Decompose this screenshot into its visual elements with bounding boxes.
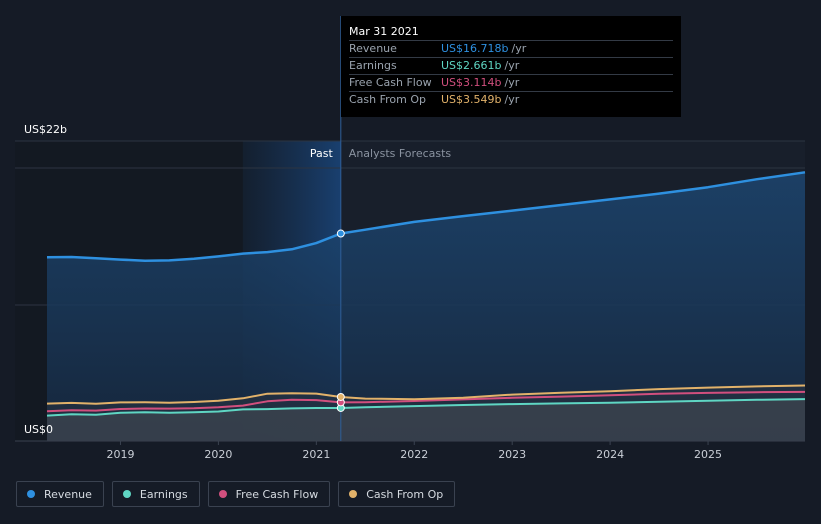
x-tick-label: 2024 — [596, 448, 624, 461]
legend-item-earnings[interactable]: Earnings — [111, 481, 200, 507]
tooltip-value: US$3.114b — [441, 76, 502, 89]
y-axis-top-label: US$22b — [24, 123, 67, 136]
legend-item-revenue[interactable]: Revenue — [16, 481, 104, 507]
tooltip-unit: /yr — [504, 93, 520, 106]
x-tick-label: 2025 — [694, 448, 722, 461]
legend-label: Cash From Op — [366, 487, 444, 501]
revenue-area — [47, 172, 805, 442]
tooltip-row-free-cash-flow: Free Cash Flow US$3.114b /yr — [349, 74, 673, 91]
revenue-line — [46, 171, 806, 262]
tooltip-label: Free Cash Flow — [349, 76, 432, 89]
tooltip-unit: /yr — [504, 76, 520, 89]
x-tick-label: 2022 — [400, 448, 428, 461]
tooltip-date: Mar 31 2021 — [349, 25, 419, 38]
tooltip-value: US$2.661b — [441, 59, 502, 72]
cash-from-op-line — [46, 384, 806, 405]
cash-from-op-marker — [336, 392, 345, 401]
x-tick-label: 2019 — [106, 448, 134, 461]
earnings-area — [47, 399, 805, 441]
legend-dot-icon — [27, 490, 35, 498]
x-tick-label: 2020 — [204, 448, 232, 461]
earnings-line — [46, 398, 806, 417]
tooltip-label: Revenue — [349, 42, 397, 55]
tooltip-unit: /yr — [504, 59, 520, 72]
tooltip-value: US$3.549b — [441, 93, 502, 106]
x-tick-label: 2021 — [302, 448, 330, 461]
past-label: Past — [310, 147, 334, 160]
legend-label: Revenue — [44, 487, 92, 501]
tooltip-value: US$16.718b — [441, 42, 509, 55]
tooltip-row-revenue: Revenue US$16.718b /yr — [349, 40, 673, 57]
legend-item-cash-from-op[interactable]: Cash From Op — [338, 481, 456, 507]
free-cash-flow-line — [46, 390, 806, 413]
y-axis-bottom-label: US$0 — [24, 423, 53, 436]
tooltip-row-earnings: Earnings US$2.661b /yr — [349, 57, 673, 74]
tooltip-unit: /yr — [511, 42, 527, 55]
tooltip-label: Earnings — [349, 59, 397, 72]
legend-label: Earnings — [139, 487, 188, 501]
legend-dot-icon — [349, 490, 358, 498]
tooltip-row-cash-from-op: Cash From Op US$3.549b /yr — [349, 91, 673, 108]
chart-legend: Revenue Earnings Free Cash Flow Cash Fro… — [16, 481, 456, 509]
legend-label: Free Cash Flow — [235, 487, 319, 501]
legend-dot-icon — [218, 490, 227, 498]
hover-tooltip: Mar 31 2021 Revenue US$16.718b /yr Earni… — [341, 16, 681, 117]
x-tick-label: 2023 — [498, 448, 526, 461]
forecast-label: Analysts Forecasts — [349, 147, 452, 160]
legend-item-free-cash-flow[interactable]: Free Cash Flow — [207, 481, 331, 507]
legend-dot-icon — [122, 490, 131, 498]
tooltip-label: Cash From Op — [349, 93, 427, 106]
revenue-marker — [336, 229, 345, 238]
